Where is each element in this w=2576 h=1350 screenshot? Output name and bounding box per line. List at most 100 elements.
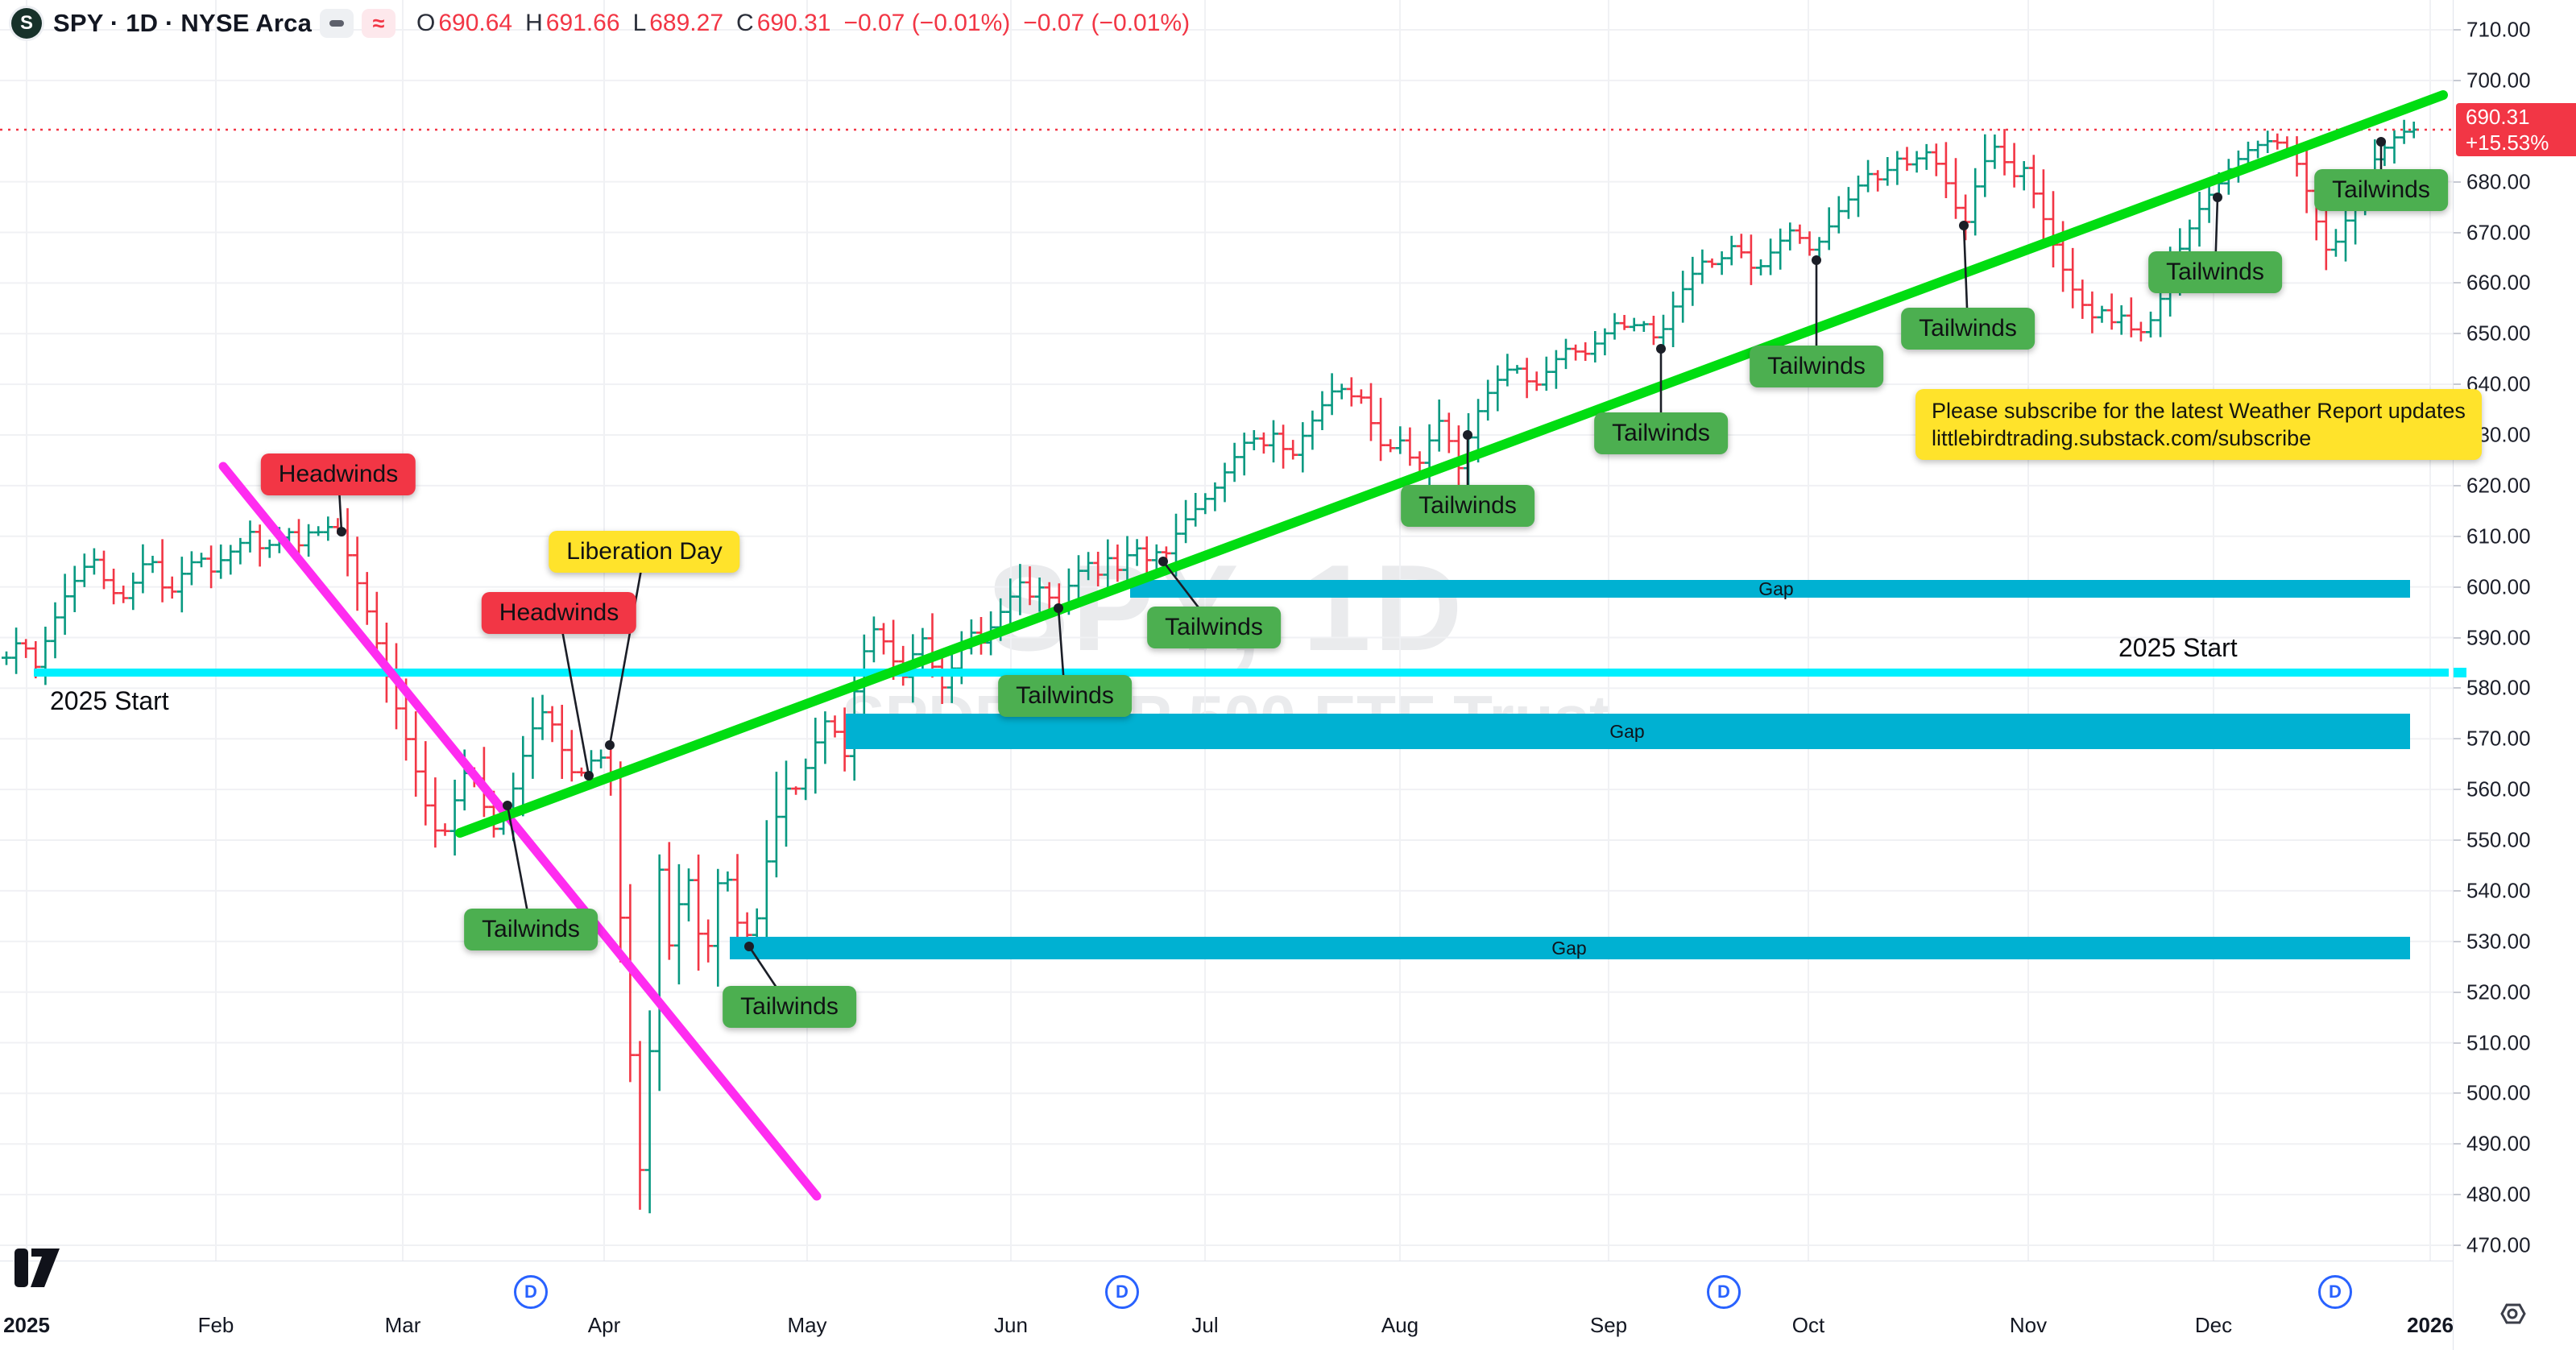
- symbol-logo[interactable]: S: [11, 8, 42, 39]
- price-axis-label: 580.00: [2466, 675, 2531, 700]
- subscribe-note-line1: Please subscribe for the latest Weather …: [1932, 399, 2466, 423]
- open-value: 690.64: [438, 10, 513, 36]
- dividend-marker[interactable]: D: [1707, 1275, 1741, 1309]
- price-axis-label: 710.00: [2466, 17, 2531, 42]
- price-axis-tick: [2454, 636, 2461, 639]
- current-price-change: +15.53%: [2466, 130, 2549, 155]
- annotation-dot: [744, 942, 754, 951]
- annotation-dot: [1812, 255, 1821, 265]
- dividend-marker[interactable]: D: [1105, 1275, 1139, 1309]
- high-value: 691.66: [545, 10, 620, 36]
- price-axis-tick: [2454, 282, 2461, 284]
- start-price-line[interactable]: [34, 669, 2449, 677]
- annotation-dot: [337, 527, 346, 536]
- price-axis-label: 480.00: [2466, 1182, 2531, 1207]
- price-axis-label: 560.00: [2466, 776, 2531, 801]
- price-axis-tick: [2454, 738, 2461, 740]
- gap-zone-1[interactable]: [1130, 580, 2410, 598]
- annotation-label-liberation-day[interactable]: Liberation Day: [549, 531, 740, 573]
- time-axis-label-jul: Jul: [1191, 1313, 1219, 1337]
- annotation-dot: [503, 801, 512, 810]
- annotation-label-tailwinds[interactable]: Tailwinds: [1594, 412, 1728, 454]
- annotation-label-headwinds[interactable]: Headwinds: [481, 592, 637, 634]
- price-axis-tick: [2454, 383, 2461, 386]
- current-price-badge: 690.31 +15.53%: [2456, 103, 2576, 156]
- price-axis-label: 550.00: [2466, 827, 2531, 852]
- annotation-label-tailwinds[interactable]: Tailwinds: [998, 675, 1132, 717]
- price-axis-label: 600.00: [2466, 574, 2531, 599]
- subscribe-note[interactable]: Please subscribe for the latest Weather …: [1915, 389, 2482, 460]
- annotation-dot: [1959, 221, 1969, 230]
- price-axis-label: 670.00: [2466, 220, 2531, 244]
- time-axis-label-sep: Sep: [1589, 1313, 1628, 1337]
- dividend-marker[interactable]: D: [514, 1275, 548, 1309]
- symbol-legend: S SPY · 1D · NYSE Arca ≈ O 690.64 H 691.66…: [11, 5, 1190, 42]
- ohlc-readout: O 690.64 H 691.66 L 689.27 C 690.31 −0.07 (−…: [416, 10, 1190, 37]
- annotation-label-tailwinds[interactable]: Tailwinds: [723, 986, 856, 1028]
- annotation-dot: [2213, 193, 2222, 202]
- annotation-label-tailwinds[interactable]: Tailwinds: [2314, 169, 2448, 211]
- price-axis-tick: [2454, 231, 2461, 234]
- change-value-2: −0.07 (−0.01%): [1023, 10, 1191, 36]
- gap-zone-label: Gap: [1551, 938, 1586, 959]
- subscribe-note-line2: littlebirdtrading.substack.com/subscribe: [1932, 426, 2312, 450]
- annotation-label-tailwinds[interactable]: Tailwinds: [2148, 251, 2282, 293]
- uptrend-trendline[interactable]: [455, 90, 2448, 838]
- gap-zone-2[interactable]: [846, 714, 2410, 749]
- bar-style-chip[interactable]: [320, 9, 354, 38]
- annotation-label-tailwinds[interactable]: Tailwinds: [1750, 346, 1883, 387]
- price-axis-label: 490.00: [2466, 1131, 2531, 1156]
- start-line-label-left: 2025 Start: [50, 686, 169, 715]
- price-axis-tick: [2454, 1041, 2461, 1044]
- price-axis-tick: [2454, 1244, 2461, 1246]
- open-label: O: [416, 10, 436, 36]
- delayed-data-chip[interactable]: ≈: [362, 9, 396, 38]
- time-axis-label-oct: Oct: [1791, 1313, 1825, 1337]
- tradingview-logo[interactable]: [14, 1245, 61, 1290]
- time-axis[interactable]: 2025 Feb Mar Apr May Jun Jul Aug Sep Oct Nov Dec 202…: [0, 1261, 2454, 1350]
- symbol-title[interactable]: SPY · 1D · NYSE Arca: [53, 9, 313, 37]
- price-axis-label: 700.00: [2466, 68, 2531, 93]
- price-axis-tick: [2454, 1092, 2461, 1095]
- dividend-marker[interactable]: D: [2318, 1275, 2352, 1309]
- price-axis-tick: [2454, 789, 2461, 791]
- time-axis-label-dec: Dec: [2194, 1313, 2233, 1337]
- annotation-label-headwinds[interactable]: Headwinds: [260, 453, 416, 495]
- price-axis-tick: [2454, 1194, 2461, 1196]
- time-axis-label-may: May: [787, 1313, 827, 1337]
- time-axis-label-2026: 2026: [2407, 1313, 2454, 1337]
- price-axis-tick: [2454, 940, 2461, 942]
- time-axis-label-2025: 2025: [3, 1313, 50, 1337]
- price-axis[interactable]: 710.00 700.00 680.00 670.00 660.00 650.00 640.…: [2453, 0, 2576, 1350]
- price-axis-label: 590.00: [2466, 625, 2531, 649]
- price-axis-tick: [2454, 180, 2461, 183]
- price-axis-tick: [2454, 333, 2461, 335]
- annotation-connector: [608, 551, 646, 746]
- price-axis-label: 520.00: [2466, 979, 2531, 1004]
- downtrend-trendline[interactable]: [218, 462, 822, 1201]
- annotation-label-tailwinds[interactable]: Tailwinds: [1901, 308, 2035, 350]
- price-axis-label: 540.00: [2466, 878, 2531, 903]
- time-axis-label-apr: Apr: [587, 1313, 621, 1337]
- current-price-value: 690.31: [2466, 105, 2530, 129]
- low-label: L: [632, 10, 647, 36]
- annotation-dot: [1054, 603, 1063, 613]
- annotation-dot: [584, 771, 594, 781]
- annotation-label-tailwinds[interactable]: Tailwinds: [1147, 607, 1281, 648]
- annotation-label-tailwinds[interactable]: Tailwinds: [464, 909, 598, 950]
- close-label: C: [736, 10, 754, 36]
- annotation-label-tailwinds[interactable]: Tailwinds: [1401, 485, 1534, 527]
- price-axis-label: 510.00: [2466, 1030, 2531, 1054]
- price-axis-tick: [2454, 535, 2461, 537]
- gap-zone-3[interactable]: [730, 937, 2410, 959]
- annotation-dot: [2376, 137, 2386, 147]
- price-axis-label: 530.00: [2466, 929, 2531, 954]
- price-axis-tick: [2454, 586, 2461, 588]
- price-axis-tick: [2454, 991, 2461, 993]
- price-axis-label: 650.00: [2466, 321, 2531, 346]
- time-axis-label-feb: Feb: [197, 1313, 234, 1337]
- price-scale-settings-icon[interactable]: [2492, 1295, 2529, 1332]
- gap-zone-label: Gap: [1609, 721, 1644, 742]
- gap-zone-label: Gap: [1758, 578, 1793, 599]
